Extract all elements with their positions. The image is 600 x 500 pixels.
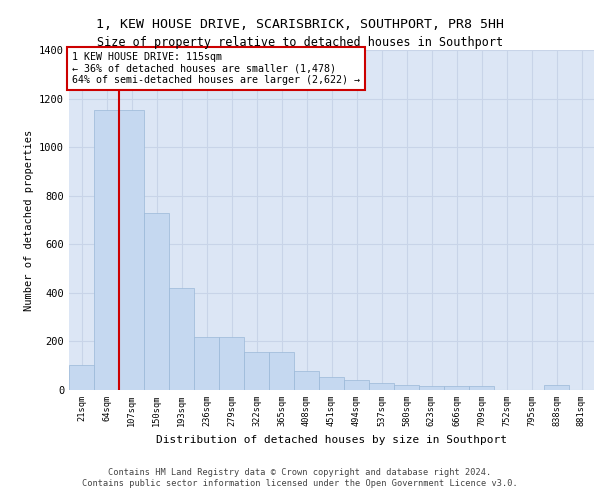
Bar [244,352,269,390]
Bar [344,380,369,390]
Bar [544,384,569,390]
Y-axis label: Number of detached properties: Number of detached properties [23,130,34,310]
Text: Size of property relative to detached houses in Southport: Size of property relative to detached ho… [97,36,503,49]
Bar [469,386,494,390]
Bar [94,110,119,390]
Text: 1, KEW HOUSE DRIVE, SCARISBRICK, SOUTHPORT, PR8 5HH: 1, KEW HOUSE DRIVE, SCARISBRICK, SOUTHPO… [96,18,504,30]
Bar [144,212,169,390]
Bar [319,376,344,390]
Bar [444,386,469,390]
Bar [169,288,194,390]
Bar [119,110,144,390]
X-axis label: Distribution of detached houses by size in Southport: Distribution of detached houses by size … [156,434,507,444]
Bar [369,383,394,390]
Text: 1 KEW HOUSE DRIVE: 115sqm
← 36% of detached houses are smaller (1,478)
64% of se: 1 KEW HOUSE DRIVE: 115sqm ← 36% of detac… [71,52,359,85]
Bar [394,385,419,390]
Bar [194,336,219,390]
Bar [269,352,294,390]
Bar [219,336,244,390]
Bar [294,370,319,390]
Bar [419,386,444,390]
Bar [69,364,94,390]
Text: Contains HM Land Registry data © Crown copyright and database right 2024.
Contai: Contains HM Land Registry data © Crown c… [82,468,518,487]
